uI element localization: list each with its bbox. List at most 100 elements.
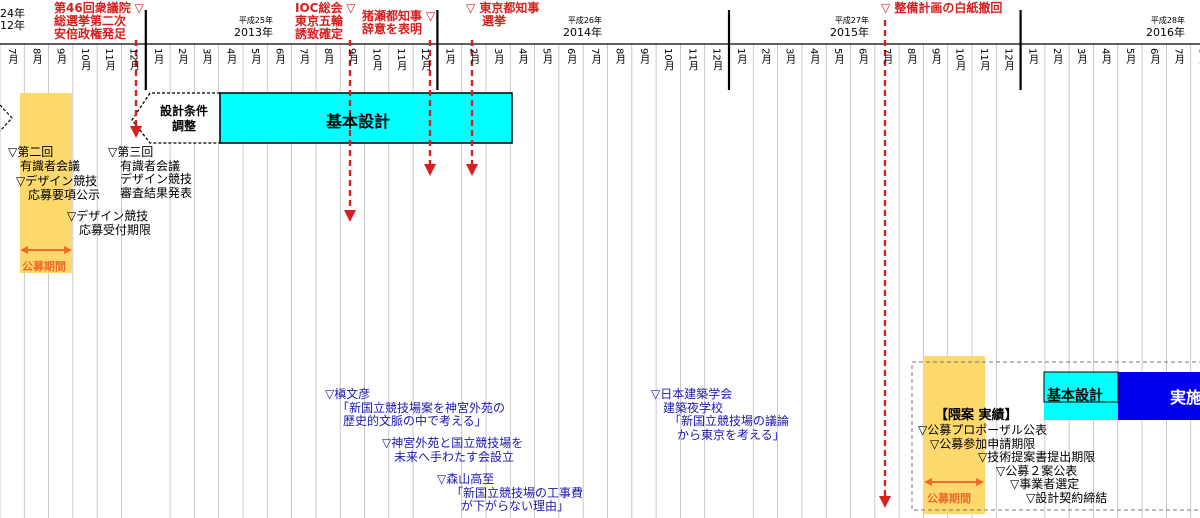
- event-arrows: [130, 20, 891, 508]
- month-label: 6月: [1148, 48, 1160, 65]
- month-label: 4月: [224, 48, 236, 65]
- month-label: 4月: [516, 48, 528, 65]
- month-label: 6月: [856, 48, 868, 65]
- event-line: 第46回衆議院: [54, 1, 131, 15]
- month-label: 12月: [710, 48, 722, 71]
- month-label: 10月: [662, 48, 674, 71]
- month-label: 8月: [30, 48, 42, 65]
- year-label-2014: 平成26年 2014年: [563, 14, 602, 39]
- month-label: 12月: [419, 48, 431, 71]
- year-text: 2013年: [234, 26, 273, 39]
- event-election: 第46回衆議院 ▽ 総選挙第二次 安倍政権発足: [54, 1, 144, 41]
- month-label: 2月: [1050, 48, 1062, 65]
- koubo-period-label-1: 公募期間: [22, 260, 66, 273]
- previous-phase-arrow: [0, 104, 13, 132]
- execution-box: [1118, 372, 1200, 420]
- koubo-arrowhead-1b: [64, 246, 72, 254]
- month-label: 7月: [6, 48, 17, 65]
- era-text: 平成25年: [238, 16, 273, 25]
- kuma-dashed-frame: [911, 361, 1200, 511]
- note-aij: ▽日本建築学会 建築夜学校 「新国立競技場の議論 から東京を考える」: [651, 387, 789, 442]
- event-line: 辞意を表明: [362, 22, 423, 36]
- month-label: 8月: [905, 48, 917, 65]
- month-label: 2月: [176, 48, 188, 65]
- event-line: 猪瀬都知事: [362, 9, 423, 23]
- note-line: 建築夜学校: [663, 400, 724, 415]
- basic-design-2-label: 基本設計: [1047, 388, 1103, 404]
- note-jingu: ▽神宮外苑と国立競技場を 未来へ手わたす会設立: [382, 436, 523, 464]
- koubo-arrowhead-2b: [976, 478, 984, 486]
- era-text: 平成28年: [1150, 16, 1185, 25]
- month-label: 3月: [492, 48, 503, 65]
- year-text: 2016年: [1146, 26, 1185, 39]
- phase-line: 調整: [172, 119, 197, 133]
- month-label: 11月: [394, 48, 406, 71]
- month-label: 10月: [953, 48, 965, 71]
- koubo-arrowhead-1a: [20, 246, 28, 254]
- year-text: 2014年: [563, 26, 602, 39]
- month-label: 12月: [127, 48, 139, 71]
- basic-design-box: [219, 92, 513, 144]
- month-label: 1月: [443, 48, 455, 65]
- jitsuseki-label: 【隈案 実績】: [935, 408, 1018, 423]
- year-label-2013: 平成25年 2013年: [234, 14, 273, 39]
- month-label: 7月: [297, 48, 309, 65]
- note-line: 有識者会議: [20, 158, 81, 173]
- note-line: 応募要項公示: [28, 187, 101, 202]
- year-text: 2015年: [830, 26, 869, 39]
- month-label: 12月: [1002, 48, 1014, 71]
- month-label: 2月: [759, 48, 771, 65]
- event-plan-withdrawal: ▽ 整備計画の白紙撤回: [881, 1, 1003, 15]
- month-label: 9月: [54, 48, 66, 65]
- note-line: デザイン競技: [120, 172, 193, 186]
- note-line: 歴史的文脈の中で考える」: [343, 414, 487, 428]
- event-governor-election: ▽ 東京都知事 選挙: [466, 2, 539, 28]
- event-line: 総選挙第二次: [54, 14, 127, 28]
- month-label: 8月: [1196, 48, 1200, 65]
- month-label: 8月: [613, 48, 625, 65]
- arrow-withdrawal-head: [879, 496, 891, 508]
- month-label: 5月: [832, 48, 844, 65]
- note-line: 「新国立競技場案を神宮外苑の: [337, 400, 506, 415]
- koubo-period-label-2: 公募期間: [927, 492, 971, 505]
- month-label: 4月: [807, 48, 819, 65]
- event-inose: 猪瀬都知事 ▽ 辞意を表明: [362, 9, 436, 36]
- year-label-2016: 平成28年 2016年: [1146, 14, 1185, 39]
- era-text: 平成26年: [567, 16, 602, 25]
- note-line: ▽公募２案公表: [996, 463, 1078, 478]
- arrow-inose-head: [424, 164, 436, 176]
- basic-design-box-2-frame: [1043, 371, 1119, 403]
- year-subtext: 12年: [0, 19, 25, 32]
- month-label: 3月: [1075, 48, 1087, 65]
- month-label: 1月: [1026, 48, 1038, 65]
- month-label: 6月: [564, 48, 576, 65]
- arrow-election-head: [130, 126, 142, 138]
- arrow-ioc-head: [344, 210, 356, 222]
- month-label: 7月: [880, 48, 892, 65]
- month-label: 5月: [249, 48, 260, 65]
- note-line: ▽第二回: [8, 145, 54, 159]
- month-label: 8月: [321, 48, 333, 65]
- note-design-comp: ▽デザイン競技 応募要項公示: [16, 174, 101, 202]
- month-label: 7月: [589, 48, 601, 65]
- month-label: 10月: [370, 48, 382, 71]
- month-label: 2月: [467, 48, 479, 65]
- note-line: ▽事業者選定: [1010, 477, 1080, 491]
- koubo-period-bar-2: [923, 356, 985, 514]
- phase-line: 設計条件: [160, 104, 209, 118]
- month-label: 9月: [637, 48, 649, 65]
- month-label: 9月: [929, 48, 941, 65]
- event-line: 誘致確定: [295, 27, 344, 41]
- design-conditions-label: 設計条件 調整: [160, 104, 208, 134]
- month-label: 11月: [103, 48, 115, 71]
- month-label: 9月: [346, 48, 358, 65]
- year-text: 24年: [0, 7, 25, 20]
- month-label: 5月: [1123, 48, 1135, 65]
- note-line: 未来へ手わたす会設立: [394, 449, 515, 464]
- note-line: 応募受付期限: [79, 222, 152, 237]
- note-line: ▽設計契約締結: [1026, 490, 1108, 505]
- note-line: が下がらない理由」: [461, 499, 570, 513]
- month-label: 1月: [735, 48, 746, 65]
- koubo-period-bar-1: [20, 93, 72, 273]
